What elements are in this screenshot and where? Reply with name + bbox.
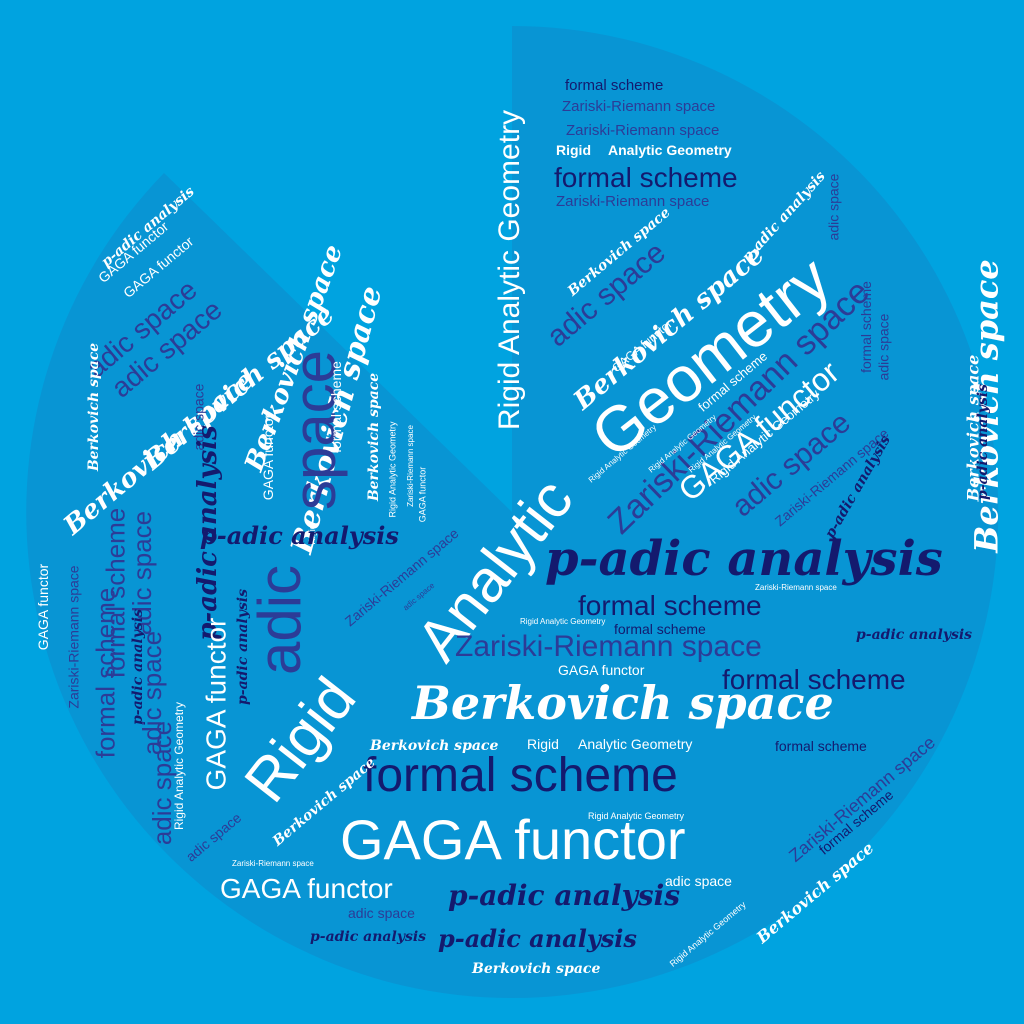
- word-berkovich-left-6: Berkovich space: [366, 372, 383, 502]
- word-zariski-left-vert: Zariski-Riemann space: [65, 565, 82, 709]
- word-zariski-left-tiny: Zariski-Riemann space: [405, 425, 415, 507]
- word-zariski-2: Zariski-Riemann space: [566, 122, 720, 139]
- word-formal-scheme-4: formal scheme: [614, 621, 706, 637]
- word-adic-space-4: adic space: [665, 873, 732, 889]
- word-adic-space-2: adic space: [825, 173, 842, 241]
- word-adic-space-vert: adic space: [875, 313, 892, 381]
- word-berkovich-big: Berkovich space: [412, 676, 834, 730]
- word-rigid-ag-small-3: Rigid Analytic Geometry: [588, 811, 685, 821]
- word-gaga-small-2: GAGA functor: [558, 662, 645, 678]
- word-rigid-1: Rigid: [556, 142, 591, 158]
- word-formal-scheme-5: formal scheme: [722, 664, 906, 695]
- word-berkovich-left-2: Berkovich space: [86, 342, 103, 472]
- word-p-adic-left-3: p-adic analysis: [235, 588, 252, 706]
- word-adic-space-left-6: adic space: [147, 720, 178, 846]
- word-p-adic-big: p-adic analysis: [545, 531, 943, 587]
- word-gaga-left-big: GAGA functor: [200, 617, 232, 791]
- pie-shape: [26, 25, 999, 998]
- word-formal-scheme-left-2: formal scheme: [90, 587, 121, 759]
- word-p-adic-vert-1: p-adic analysis: [975, 383, 992, 501]
- word-zariski-tiny-1: Zariski-Riemann space: [755, 583, 837, 592]
- word-zariski-tiny-2: Zariski-Riemann space: [232, 859, 314, 868]
- word-formal-scheme-2: formal scheme: [554, 162, 738, 193]
- word-formal-scheme-left-vert: formal scheme: [327, 361, 344, 453]
- word-formal-scheme-1: formal scheme: [565, 77, 664, 94]
- word-p-adic-4: p-adic analysis: [310, 929, 427, 945]
- word-formal-scheme-6: formal scheme: [775, 738, 867, 754]
- word-adic-space-5: adic space: [348, 905, 415, 921]
- word-zariski-1: Zariski-Riemann space: [562, 98, 716, 115]
- word-adic-left-vert: adic: [246, 564, 314, 676]
- word-gaga-left-3: GAGA functor: [35, 563, 52, 651]
- word-p-adic-small-2: p-adic analysis: [856, 627, 973, 643]
- word-berkovich-4: Berkovich space: [472, 961, 601, 977]
- word-p-adic-2: p-adic analysis: [448, 879, 681, 912]
- word-analytic-geometry-2: Analytic Geometry: [578, 736, 693, 752]
- word-formal-scheme-big: formal scheme: [363, 749, 678, 802]
- word-rigid-ag-small-2: Rigid Analytic Geometry: [520, 617, 606, 626]
- word-zariski-4: Zariski-Riemann space: [455, 630, 762, 663]
- word-rigid-ag-left-vert: Rigid Analytic Geometry: [387, 421, 398, 518]
- word-berkovich-3: Berkovich space: [370, 738, 499, 754]
- word-gaga-functor-big: GAGA functor: [340, 808, 686, 871]
- word-zariski-3: Zariski-Riemann space: [556, 193, 710, 210]
- word-formal-scheme-vert-1: formal scheme: [857, 281, 874, 373]
- word-gaga-functor-2: GAGA functor: [220, 873, 393, 904]
- word-p-adic-3: p-adic analysis: [438, 924, 637, 953]
- word-p-adic-left-4: p-adic analysis: [200, 521, 399, 550]
- word-gaga-left-vert: GAGA functor: [260, 413, 277, 501]
- word-formal-scheme-3: formal scheme: [578, 590, 762, 621]
- word-analytic-geometry-1: Analytic Geometry: [608, 142, 732, 158]
- word-rigid-analytic-geometry-vertical: Rigid Analytic Geometry: [493, 109, 527, 431]
- word-gaga-left-tiny: GAGA functor: [417, 466, 428, 523]
- word-rigid-2: Rigid: [527, 736, 559, 752]
